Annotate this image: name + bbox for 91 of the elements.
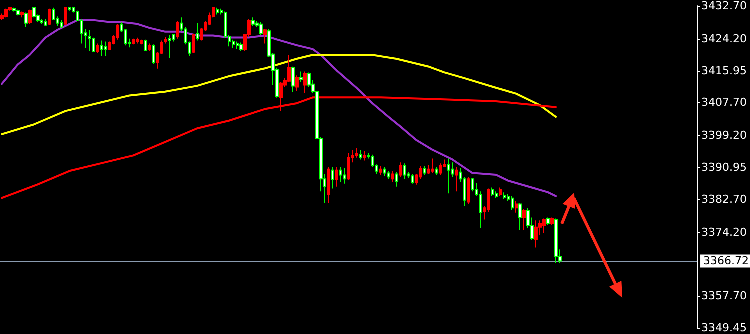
- y-tick-label: 3432.70: [702, 0, 748, 12]
- candlestick: [355, 148, 358, 158]
- candlestick: [423, 166, 426, 176]
- candlestick: [251, 17, 255, 27]
- candlestick: [148, 43, 151, 52]
- candlestick: [411, 174, 414, 184]
- candlestick: [554, 218, 558, 264]
- candlestick: [68, 7, 71, 12]
- ref-line-label: 3366.72: [704, 254, 750, 268]
- candlestick: [0, 13, 4, 22]
- candlestick: [542, 218, 546, 234]
- candlestick: [263, 28, 267, 44]
- candlestick: [546, 217, 550, 226]
- candlestick: [431, 158, 434, 174]
- candlestick: [403, 163, 406, 180]
- candlestick: [136, 37, 139, 44]
- candlestick: [363, 150, 366, 162]
- candlestick: [152, 44, 155, 65]
- candlestick: [16, 9, 20, 16]
- candlestick: [100, 40, 103, 57]
- candlestick: [439, 163, 442, 176]
- y-tick-label: 3407.70: [702, 96, 748, 110]
- y-tick-label: 3357.70: [702, 290, 748, 303]
- candlestick: [140, 39, 143, 46]
- candlestick: [32, 7, 36, 18]
- candlestick: [28, 9, 32, 25]
- candlestick: [48, 8, 51, 26]
- y-tick-label: 3349.45: [702, 322, 748, 334]
- candlestick: [104, 41, 107, 57]
- y-tick-label: 3382.70: [702, 192, 748, 206]
- candlestick: [471, 178, 474, 192]
- candlestick: [327, 166, 330, 204]
- candlestick: [511, 196, 514, 211]
- candlestick: [455, 166, 458, 192]
- candlestick: [467, 176, 470, 205]
- candlestick: [287, 54, 291, 83]
- candlestick: [391, 170, 394, 182]
- candlestick: [236, 41, 239, 50]
- candlestick: [347, 152, 350, 181]
- candlestick: [88, 30, 91, 52]
- candlestick: [383, 166, 386, 177]
- candlestick: [12, 7, 16, 12]
- candlestick: [64, 7, 67, 26]
- candlestick: [96, 43, 99, 54]
- y-tick-label: 3374.20: [702, 226, 748, 239]
- candlestick: [343, 168, 346, 184]
- line-series: [0, 19, 558, 198]
- candlestick: [447, 158, 450, 194]
- y-tick-label: 3390.95: [702, 160, 748, 174]
- candlestick: [291, 66, 295, 93]
- y-tick-label: 3424.20: [702, 32, 748, 46]
- candlestick: [168, 34, 171, 59]
- candlestick: [522, 208, 526, 231]
- candlestick: [176, 20, 179, 40]
- candlestick: [216, 7, 219, 16]
- candlestick: [379, 166, 382, 176]
- candlestick: [534, 220, 538, 248]
- candlestick: [435, 166, 438, 176]
- candlestick: [299, 71, 303, 83]
- candlestick: [303, 71, 307, 94]
- candlestick: [60, 20, 63, 29]
- candlestick: [495, 191, 498, 199]
- candlestick: [192, 34, 195, 54]
- candlestick: [331, 166, 334, 190]
- candlestick: [232, 39, 235, 50]
- candlestick: [144, 39, 147, 52]
- candlestick: [515, 200, 518, 214]
- candlestick: [491, 187, 494, 197]
- candlestick: [20, 11, 24, 18]
- candlestick: [132, 38, 135, 46]
- candlestick: [550, 217, 554, 226]
- candlestick: [4, 8, 8, 18]
- candlestick: [387, 170, 390, 180]
- candlestick: [24, 12, 28, 28]
- y-tick-label: 3415.95: [702, 64, 748, 78]
- candlestick: [503, 192, 506, 200]
- candlestick: [518, 202, 522, 231]
- candlestick: [395, 172, 398, 188]
- candlestick: [196, 22, 199, 42]
- y-tick-label: 3399.20: [702, 129, 748, 142]
- candlestick: [259, 22, 263, 36]
- candlestick: [239, 42, 243, 52]
- candlestick: [44, 19, 47, 27]
- candlestick: [335, 166, 338, 188]
- candlestick: [116, 24, 119, 40]
- candlestick: [399, 162, 402, 178]
- candlestick: [339, 166, 342, 182]
- candlestick: [359, 150, 362, 160]
- candlestick: [499, 187, 502, 197]
- candlestick: [295, 75, 299, 92]
- line-series: [0, 54, 558, 136]
